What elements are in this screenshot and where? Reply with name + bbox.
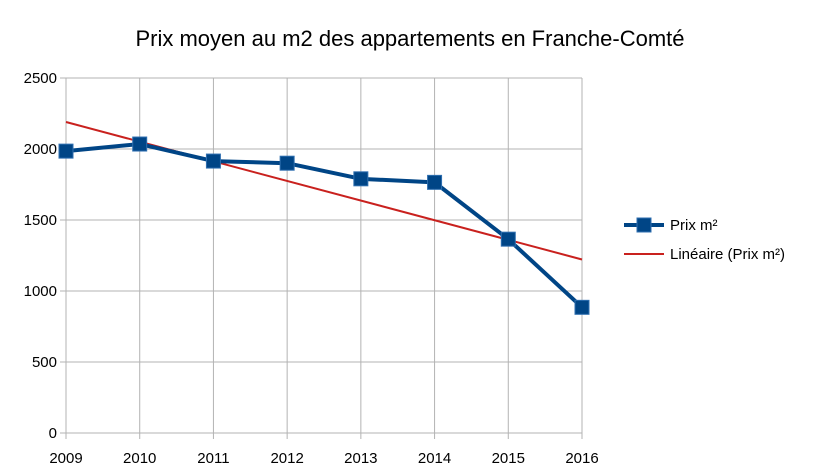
- data-point-marker: [574, 299, 590, 315]
- x-tick-label: 2010: [123, 450, 156, 467]
- legend: Prix m² Linéaire (Prix m²): [624, 217, 785, 263]
- x-tick-label: 2009: [49, 450, 82, 467]
- legend-label-trendline: Linéaire (Prix m²): [670, 246, 785, 263]
- legend-label-series: Prix m²: [670, 217, 718, 234]
- y-tick-label: 2000: [24, 141, 57, 158]
- y-tick-label: 2500: [24, 70, 57, 87]
- data-point-marker: [205, 153, 221, 169]
- data-point-marker: [500, 231, 516, 247]
- data-point-marker: [58, 143, 74, 159]
- data-point-marker: [279, 155, 295, 171]
- data-point-marker: [353, 171, 369, 187]
- x-tick-label: 2015: [492, 450, 525, 467]
- x-tick-label: 2012: [270, 450, 303, 467]
- y-tick-label: 0: [49, 425, 57, 442]
- data-point-marker: [427, 174, 443, 190]
- series-line: [65, 142, 584, 309]
- x-axis-ticks: 2009 2010 2011 2012 2013 2014 2015 2016: [49, 433, 599, 467]
- x-tick-label: 2016: [565, 450, 598, 467]
- legend-swatch-marker: [636, 217, 652, 233]
- gridlines: [65, 77, 583, 434]
- y-tick-label: 1000: [24, 283, 57, 300]
- y-tick-label: 500: [32, 354, 57, 371]
- data-point-marker: [132, 136, 148, 152]
- x-tick-label: 2013: [344, 450, 377, 467]
- y-tick-label: 1500: [24, 212, 57, 229]
- x-tick-label: 2014: [418, 450, 451, 467]
- series-group: [58, 136, 590, 315]
- chart-title: Prix moyen au m2 des appartements en Fra…: [135, 26, 684, 51]
- x-tick-label: 2011: [197, 450, 229, 467]
- y-axis-ticks: 0 500 1000 1500 2000 2500: [24, 70, 66, 442]
- axes: [65, 78, 582, 434]
